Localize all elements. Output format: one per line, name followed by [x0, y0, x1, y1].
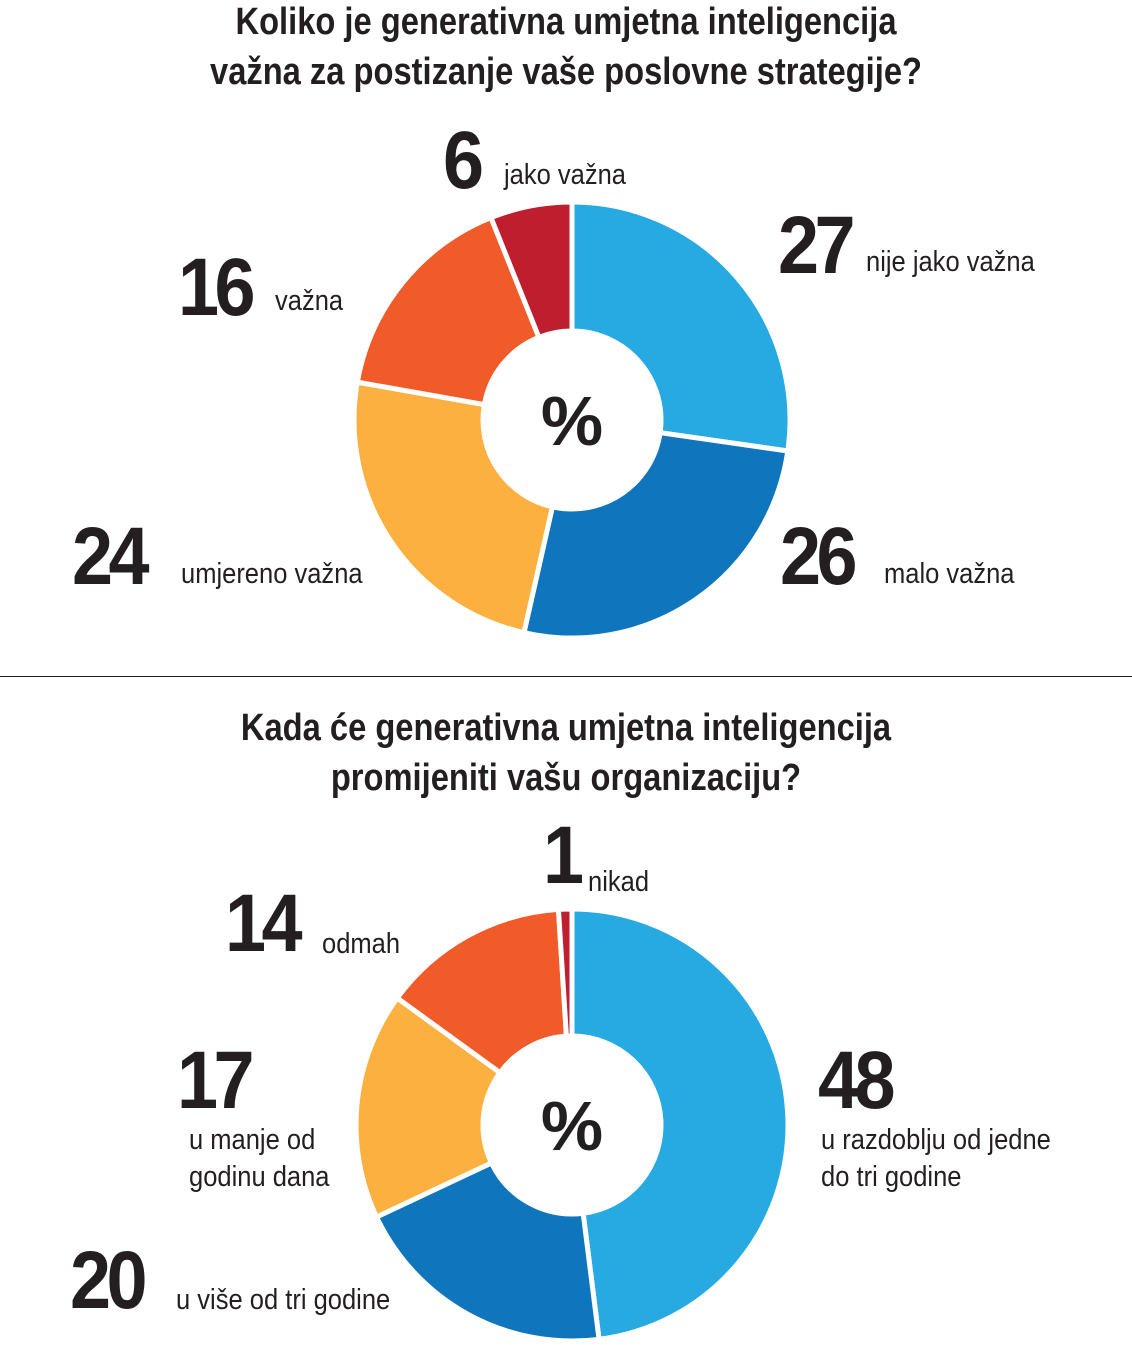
value-label: 26 — [780, 511, 858, 602]
slice-label: odmah — [322, 928, 401, 960]
value-label: 17 — [177, 1035, 255, 1126]
chart-title-1: Koliko je generativna umjetna inteligenc… — [79, 0, 1053, 97]
value-label: 16 — [178, 242, 256, 333]
title-line: važna za postizanje vaše poslovne strate… — [210, 51, 922, 93]
value-label: 24 — [72, 511, 150, 602]
slice-label-line: u razdoblju od jedne — [821, 1124, 1051, 1156]
donut-slice-malo-važna — [520, 429, 791, 641]
donut-slice-jako-važna — [487, 199, 575, 341]
slice-label: važna — [275, 285, 344, 317]
donut-chart-importance — [351, 199, 793, 641]
slice-label: umjereno važna — [181, 558, 363, 590]
donut-slice-u-manje-od-godinu-dana — [353, 994, 504, 1221]
center-percent-label: % — [541, 1087, 603, 1165]
donut-slice-umjereno-važna — [351, 379, 556, 636]
donut-chart-timing — [353, 906, 791, 1344]
value-label: 48 — [818, 1035, 896, 1126]
donut-slice-u-više-od-tri-godine — [373, 1159, 602, 1344]
slice-label: u razdoblju od jedne do tri godine — [821, 1122, 1051, 1196]
title-line: Koliko je generativna umjetna inteligenc… — [235, 1, 897, 43]
donut-slice-važna — [354, 214, 543, 408]
slice-label: nije jako važna — [866, 246, 1035, 278]
title-line: Kada će generativna umjetna inteligencij… — [240, 707, 892, 749]
slice-label-line: u manje od — [189, 1124, 316, 1156]
donut-slice-nikad — [555, 906, 575, 1039]
slice-label-line: do tri godine — [821, 1161, 962, 1193]
value-label: 1 — [543, 810, 584, 901]
slice-label: malo važna — [884, 558, 1015, 590]
value-label: 20 — [70, 1235, 148, 1326]
slice-label-line: godinu dana — [189, 1161, 330, 1193]
center-percent-label: % — [541, 382, 603, 460]
slice-label: u manje od godinu dana — [189, 1122, 329, 1196]
slice-label: jako važna — [504, 159, 627, 191]
slice-label: nikad — [588, 866, 650, 898]
donut-slice-u-razdoblju-od-jedne-do-tri-godine — [569, 906, 791, 1343]
value-label: 27 — [778, 200, 856, 291]
donut-slice-odmah — [393, 906, 570, 1077]
slice-label: u više od tri godine — [176, 1284, 391, 1316]
title-line: promijeniti vašu organizaciju? — [330, 757, 802, 799]
value-label: 14 — [225, 878, 303, 969]
value-label: 6 — [443, 115, 484, 206]
donut-slice-nije-jako-važna — [569, 199, 793, 454]
chart-title-2: Kada će generativna umjetna inteligencij… — [79, 703, 1053, 803]
section-divider — [0, 676, 1132, 677]
